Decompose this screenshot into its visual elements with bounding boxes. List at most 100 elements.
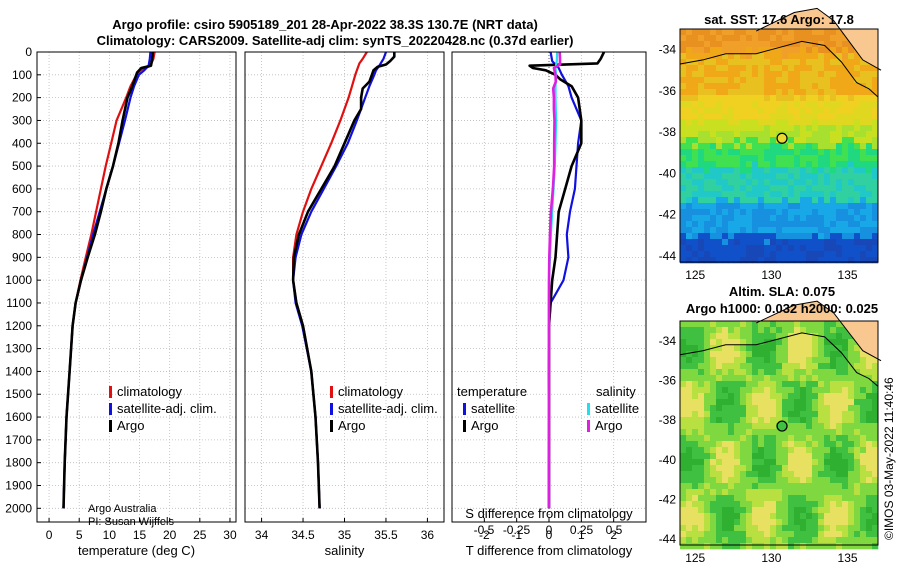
- sst-map-cell: [716, 89, 723, 96]
- sla-map-cell: [710, 471, 717, 478]
- sst-map-cell: [830, 197, 837, 204]
- sst-map-cell: [686, 95, 693, 102]
- sst-map-cell: [788, 89, 795, 96]
- sst-map-cell: [698, 173, 705, 180]
- sla-map-cell: [800, 495, 807, 502]
- sla-map-cell: [752, 375, 759, 382]
- sla-map-cell: [734, 333, 741, 340]
- sst-map-cell: [782, 221, 789, 228]
- sst-map-cell: [824, 77, 831, 84]
- sst-map-cell: [776, 35, 783, 42]
- sla-map-cell: [680, 513, 687, 520]
- sst-map-cell: [758, 227, 765, 234]
- sla-map-cell: [698, 537, 705, 544]
- sla-map-cell: [848, 381, 855, 388]
- sla-map-cell: [746, 477, 753, 484]
- sla-map-cell: [734, 393, 741, 400]
- sst-map-cell: [788, 209, 795, 216]
- sla-map-cell: [824, 465, 831, 472]
- sla-map-cell: [728, 477, 735, 484]
- sla-map-cell: [812, 531, 819, 538]
- sla-map-cell: [680, 531, 687, 538]
- sla-map-cell: [752, 399, 759, 406]
- sla-map-cell: [830, 357, 837, 364]
- sst-map-cell: [860, 125, 867, 132]
- sla-map-cell: [866, 513, 873, 520]
- sst-map-cell: [752, 173, 759, 180]
- sst-map-cell: [860, 131, 867, 138]
- sla-map-cell: [812, 507, 819, 514]
- sla-map-cell: [764, 381, 771, 388]
- sla-map-cell: [704, 477, 711, 484]
- sla-map-cell: [722, 375, 729, 382]
- sla-map-cell: [836, 375, 843, 382]
- sst-map-cell: [848, 167, 855, 174]
- sla-map-cell: [866, 507, 873, 514]
- sst-map-cell: [734, 197, 741, 204]
- sla-map-cell: [734, 435, 741, 442]
- sst-map-cell: [692, 179, 699, 186]
- sst-map-cell: [764, 149, 771, 156]
- sla-map-cell: [740, 543, 747, 550]
- temperature-ytick-label-200: 200: [12, 91, 32, 105]
- sst-map-cell: [770, 83, 777, 90]
- sla-map-cell: [704, 525, 711, 532]
- sst-map-cell: [836, 197, 843, 204]
- sla-map-xtick-135: 135: [838, 551, 858, 565]
- sla-map-cell: [746, 483, 753, 490]
- sla-map-cell: [830, 489, 837, 496]
- sst-map-cell: [740, 137, 747, 144]
- sla-map-cell: [830, 519, 837, 526]
- sla-map-cell: [794, 525, 801, 532]
- sst-map-cell: [698, 125, 705, 132]
- salinity-legend-label-2: Argo: [338, 418, 365, 433]
- sst-map-cell: [806, 227, 813, 234]
- sla-map-cell: [680, 393, 687, 400]
- sst-map-cell: [782, 173, 789, 180]
- sst-map-cell: [842, 101, 849, 108]
- sla-map-cell: [830, 543, 837, 550]
- sla-map-cell: [770, 405, 777, 412]
- sst-map-cell: [758, 53, 765, 60]
- sla-map-cell: [872, 363, 879, 370]
- sla-map-cell: [812, 387, 819, 394]
- diff-legend-temperature-label-0: satellite: [471, 401, 515, 416]
- sst-map-cell: [836, 125, 843, 132]
- sla-map-cell: [710, 321, 717, 328]
- sla-map-cell: [794, 441, 801, 448]
- sla-map-cell: [866, 477, 873, 484]
- sst-map-cell: [716, 119, 723, 126]
- sla-map-cell: [836, 369, 843, 376]
- sst-map-cell: [800, 101, 807, 108]
- sst-map-cell: [692, 107, 699, 114]
- imos-watermark: ©IMOS 03-May-2022 11:40:46: [882, 377, 896, 540]
- sla-map-cell: [710, 495, 717, 502]
- sla-map-cell: [818, 429, 825, 436]
- sst-map-cell: [770, 227, 777, 234]
- sst-map-cell: [740, 107, 747, 114]
- sla-map-cell: [746, 495, 753, 502]
- temperature-ytick-label-1800: 1800: [5, 456, 32, 470]
- sst-map-cell: [746, 107, 753, 114]
- sst-map-cell: [752, 137, 759, 144]
- credit-line1: Argo Australia: [88, 503, 157, 515]
- sst-map-cell: [806, 47, 813, 54]
- sla-map-cell: [734, 399, 741, 406]
- sst-map-cell: [866, 143, 873, 150]
- sst-map-cell: [692, 209, 699, 216]
- sla-map-cell: [830, 405, 837, 412]
- sst-map-cell: [782, 239, 789, 246]
- sst-map-cell: [860, 137, 867, 144]
- temperature-ytick-label-1000: 1000: [5, 273, 32, 287]
- sla-map-cell: [806, 477, 813, 484]
- sla-map-cell: [782, 369, 789, 376]
- sst-map-cell: [746, 77, 753, 84]
- sst-map-cell: [692, 227, 699, 234]
- sst-map-cell: [800, 173, 807, 180]
- sla-map-cell: [806, 345, 813, 352]
- sst-map-cell: [866, 185, 873, 192]
- sst-map-cell: [776, 53, 783, 60]
- sst-map-cell: [842, 35, 849, 42]
- sst-map-cell: [806, 155, 813, 162]
- sst-map-cell: [722, 233, 729, 240]
